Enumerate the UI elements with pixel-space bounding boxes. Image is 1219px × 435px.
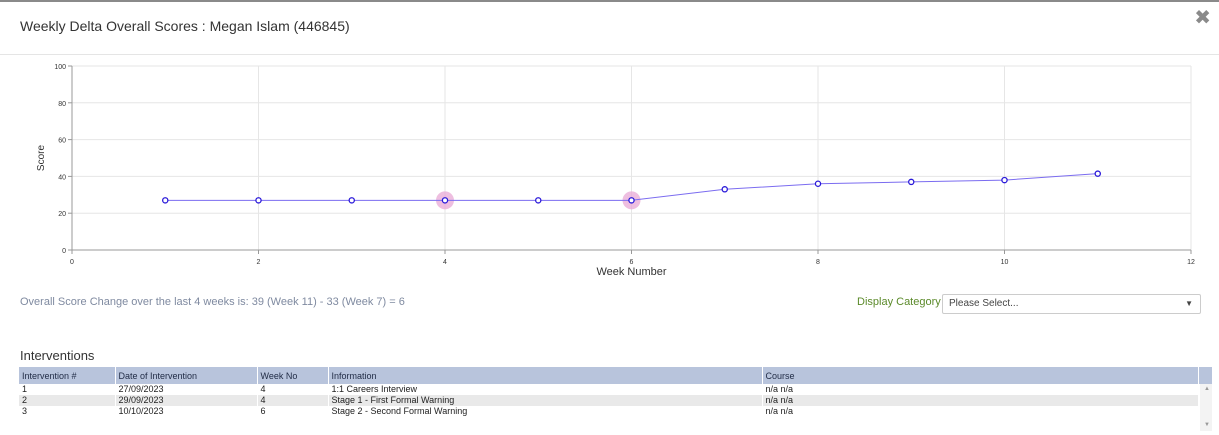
data-point	[814, 180, 822, 188]
data-point	[1094, 170, 1102, 177]
table-header-filler	[1199, 367, 1212, 384]
column-header-week-no[interactable]: Week No	[257, 367, 329, 384]
column-header-information[interactable]: Information	[328, 367, 763, 384]
cell-course: n/a n/a	[762, 406, 1199, 417]
x-tick-label: 2	[257, 259, 261, 266]
column-header-course[interactable]: Course	[762, 367, 1199, 384]
y-tick-label: 100	[54, 64, 66, 71]
table-scrollbar[interactable]	[1200, 384, 1212, 431]
data-point	[1001, 176, 1008, 184]
score-chart: 0 20 40 60 80 100 0 2 4 6 8 10 12 Week Number Score	[36, 64, 1195, 278]
y-tick-label: 60	[58, 138, 66, 145]
cell-information: 1:1 Careers Interview	[328, 384, 763, 395]
cell-date: 27/09/2023	[115, 384, 258, 395]
display-category-select[interactable]: Please Select... ▼	[942, 294, 1201, 314]
data-point	[348, 197, 355, 204]
data-point	[161, 197, 169, 204]
interventions-title: Interventions	[20, 348, 95, 363]
data-point	[628, 197, 635, 204]
top-border	[0, 0, 1219, 2]
cell-week-no: 4	[257, 384, 329, 395]
modal-title: Weekly Delta Overall Scores : Megan Isla…	[20, 18, 350, 34]
data-point	[535, 197, 542, 204]
table-row[interactable]: 2 29/09/2023 4 Stage 1 - First Formal Wa…	[19, 395, 1199, 406]
table-row[interactable]: 3 10/10/2023 6 Stage 2 - Second Formal W…	[19, 406, 1199, 417]
table-header-row: Intervention # Date of Intervention Week…	[19, 367, 1199, 384]
column-header-date[interactable]: Date of Intervention	[115, 367, 258, 384]
y-tick-label: 80	[58, 101, 66, 108]
x-tick-label: 10	[1001, 259, 1009, 266]
x-tick-label: 12	[1187, 259, 1195, 266]
x-tick-label: 0	[70, 259, 74, 266]
data-point	[441, 197, 449, 204]
data-point	[721, 186, 729, 193]
cell-intervention-number: 1	[19, 384, 116, 395]
cell-week-no: 4	[257, 395, 329, 406]
display-category-value: Please Select...	[949, 298, 1019, 309]
interventions-table-wrapper: Intervention # Date of Intervention Week…	[19, 367, 1212, 431]
chevron-down-icon: ▼	[1185, 299, 1193, 308]
y-tick-label: 20	[58, 211, 66, 218]
y-tick-label: 0	[62, 248, 66, 255]
x-tick-label: 6	[630, 259, 634, 266]
score-change-summary: Overall Score Change over the last 4 wee…	[20, 296, 405, 308]
y-axis-title: Score	[36, 145, 47, 172]
cell-course: n/a n/a	[762, 395, 1199, 406]
cell-intervention-number: 2	[19, 395, 116, 406]
x-tick-label: 4	[443, 259, 447, 266]
scroll-down-icon[interactable]: ▼	[1204, 422, 1210, 428]
cell-information: Stage 1 - First Formal Warning	[328, 395, 763, 406]
cell-week-no: 6	[257, 406, 329, 417]
interventions-table: Intervention # Date of Intervention Week…	[19, 367, 1199, 417]
display-category-label: Display Category	[857, 296, 941, 308]
column-header-intervention-number[interactable]: Intervention #	[19, 367, 116, 384]
cell-date: 29/09/2023	[115, 395, 258, 406]
title-separator	[0, 54, 1219, 55]
cell-course: n/a n/a	[762, 384, 1199, 395]
cell-information: Stage 2 - Second Formal Warning	[328, 406, 763, 417]
table-row[interactable]: 1 27/09/2023 4 1:1 Careers Interview n/a…	[19, 384, 1199, 395]
close-icon[interactable]: ✖	[1194, 7, 1211, 29]
cell-date: 10/10/2023	[115, 406, 258, 417]
data-point	[908, 178, 915, 186]
x-tick-label: 8	[816, 259, 820, 266]
data-point	[255, 197, 262, 204]
cell-intervention-number: 3	[19, 406, 116, 417]
scroll-up-icon[interactable]: ▲	[1204, 386, 1210, 392]
x-axis-title: Week Number	[596, 266, 666, 278]
y-tick-label: 40	[58, 174, 66, 181]
